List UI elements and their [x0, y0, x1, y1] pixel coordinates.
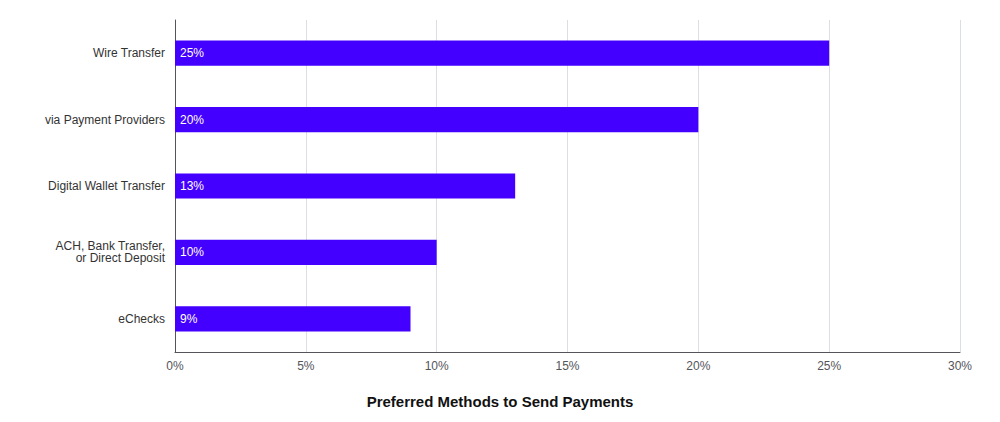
- svg-text:20%: 20%: [180, 113, 204, 127]
- svg-text:Wire Transfer: Wire Transfer: [93, 46, 165, 60]
- svg-text:Digital Wallet Transfer: Digital Wallet Transfer: [48, 179, 165, 193]
- svg-text:13%: 13%: [180, 179, 204, 193]
- svg-text:10%: 10%: [180, 245, 204, 259]
- svg-text:Preferred Methods to Send Paym: Preferred Methods to Send Payments: [367, 393, 634, 410]
- svg-text:eChecks: eChecks: [118, 312, 165, 326]
- svg-text:15%: 15%: [555, 359, 579, 373]
- svg-text:ACH, Bank Transfer,: ACH, Bank Transfer,: [55, 239, 165, 254]
- svg-text:via Payment Providers: via Payment Providers: [45, 113, 165, 127]
- svg-text:10%: 10%: [425, 359, 449, 373]
- svg-text:5%: 5%: [297, 359, 315, 373]
- svg-text:or Direct Deposit: or Direct Deposit: [76, 251, 166, 265]
- svg-text:20%: 20%: [686, 359, 710, 373]
- svg-text:0%: 0%: [166, 359, 184, 373]
- svg-text:25%: 25%: [180, 46, 204, 60]
- svg-text:25%: 25%: [817, 359, 841, 373]
- svg-text:9%: 9%: [180, 312, 198, 326]
- svg-text:30%: 30%: [948, 359, 972, 373]
